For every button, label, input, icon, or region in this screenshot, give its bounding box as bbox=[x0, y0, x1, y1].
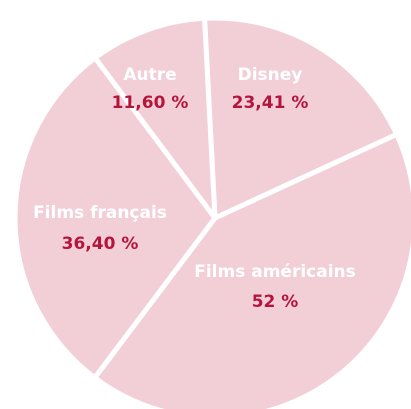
slice-label: Disney bbox=[238, 65, 303, 85]
pie-slice bbox=[92, 131, 411, 409]
value-label: 11,60 % bbox=[112, 93, 189, 113]
slice-label: Films américains bbox=[194, 262, 356, 282]
pie-slice bbox=[202, 15, 400, 221]
slice-label: Autre bbox=[123, 65, 176, 85]
slice-label: Films français bbox=[33, 203, 167, 223]
value-label: 52 % bbox=[252, 292, 299, 312]
pie-slice bbox=[92, 15, 218, 221]
pie-slice bbox=[12, 55, 218, 381]
value-label: 23,41 % bbox=[232, 93, 309, 113]
value-label: 36,40 % bbox=[62, 234, 139, 254]
